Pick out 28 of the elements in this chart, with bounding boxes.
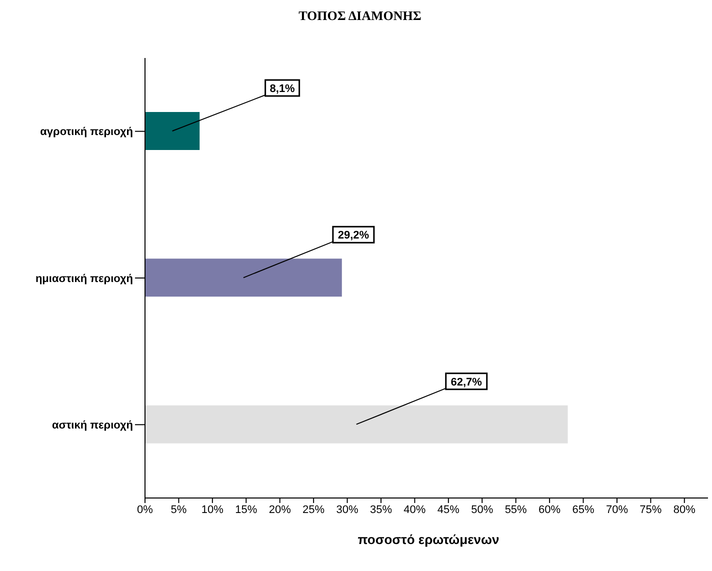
x-tick-label: 0% [137,504,154,516]
x-tick-label: 10% [201,504,224,516]
x-tick-label: 25% [302,504,325,516]
x-tick-label: 20% [268,504,292,516]
x-tick-label: 15% [235,504,258,516]
x-tick-label: 5% [170,504,187,516]
x-tick-label: 55% [504,504,528,516]
data-label: 8,1% [270,83,296,95]
y-tick-label: αγροτική περιοχή [40,126,134,138]
y-tick-label: ημιαστική περιοχή [35,272,134,285]
chart-title: ΤΟΠΟΣ ΔΙΑΜΟΝΗΣ [298,8,422,25]
bar [145,405,568,444]
x-tick-label: 65% [572,504,594,516]
x-axis-title: ποσοστό ερωτώμενων [356,532,500,547]
bar [145,258,342,297]
x-tick-label: 60% [538,504,561,516]
data-label: 29,2% [338,230,370,242]
x-tick-label: 40% [404,504,426,516]
data-label: 62,7% [450,376,482,388]
x-tick-label: 70% [606,504,628,516]
x-tick-label: 45% [437,504,460,516]
y-tick-label: αστική περιοχή [52,420,134,432]
bar [145,112,200,150]
x-tick-label: 80% [673,504,696,516]
x-tick-label: 30% [336,504,358,516]
x-tick-label: 50% [471,504,494,516]
x-tick-label: 35% [370,504,392,516]
x-tick-label: 75% [640,504,662,516]
